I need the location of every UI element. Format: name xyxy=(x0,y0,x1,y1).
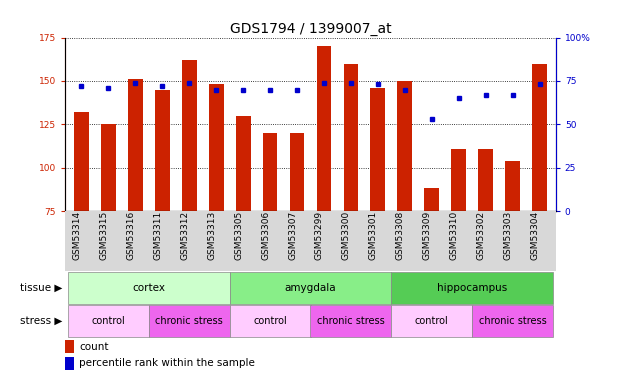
Text: tissue ▶: tissue ▶ xyxy=(20,283,62,293)
Bar xyxy=(149,305,230,337)
Bar xyxy=(289,133,304,211)
Text: stress ▶: stress ▶ xyxy=(20,316,62,326)
Text: GSM53316: GSM53316 xyxy=(126,211,135,260)
Bar xyxy=(101,124,116,211)
Bar xyxy=(391,305,472,337)
Bar xyxy=(128,79,143,211)
Bar xyxy=(236,116,250,211)
Bar xyxy=(182,60,197,211)
Bar xyxy=(230,305,310,337)
Bar xyxy=(317,46,332,211)
Text: GSM53304: GSM53304 xyxy=(530,211,540,260)
Bar xyxy=(209,84,224,211)
Text: GSM53312: GSM53312 xyxy=(180,211,189,260)
Bar xyxy=(532,63,547,211)
Bar xyxy=(263,133,278,211)
Bar xyxy=(371,88,385,211)
Text: count: count xyxy=(79,342,109,351)
Bar xyxy=(478,148,493,211)
Text: GSM53300: GSM53300 xyxy=(342,211,351,260)
Bar xyxy=(397,81,412,211)
Bar xyxy=(391,272,553,304)
Bar xyxy=(310,305,391,337)
Bar xyxy=(155,90,170,211)
Text: GSM53299: GSM53299 xyxy=(315,211,324,260)
Bar xyxy=(65,340,74,353)
Text: chronic stress: chronic stress xyxy=(317,316,385,326)
Text: control: control xyxy=(415,316,449,326)
Text: GSM53307: GSM53307 xyxy=(288,211,297,260)
Bar xyxy=(68,305,149,337)
Text: percentile rank within the sample: percentile rank within the sample xyxy=(79,358,255,368)
Text: GSM53313: GSM53313 xyxy=(207,211,216,260)
Bar xyxy=(230,272,391,304)
Text: GSM53309: GSM53309 xyxy=(423,211,432,260)
Text: control: control xyxy=(91,316,125,326)
Text: GSM53302: GSM53302 xyxy=(477,211,486,260)
Text: GSM53306: GSM53306 xyxy=(261,211,270,260)
Bar xyxy=(451,148,466,211)
Bar xyxy=(505,161,520,211)
Text: GDS1794 / 1399007_at: GDS1794 / 1399007_at xyxy=(230,22,391,36)
Text: chronic stress: chronic stress xyxy=(155,316,223,326)
Text: hippocampus: hippocampus xyxy=(437,283,507,293)
Text: cortex: cortex xyxy=(132,283,165,293)
Bar xyxy=(74,112,89,211)
Text: GSM53310: GSM53310 xyxy=(450,211,459,260)
Bar xyxy=(424,189,439,211)
Bar xyxy=(472,305,553,337)
Text: GSM53311: GSM53311 xyxy=(153,211,162,260)
Text: control: control xyxy=(253,316,287,326)
Text: GSM53315: GSM53315 xyxy=(99,211,108,260)
Text: GSM53308: GSM53308 xyxy=(396,211,405,260)
Text: amygdala: amygdala xyxy=(284,283,337,293)
Text: GSM53301: GSM53301 xyxy=(369,211,378,260)
Text: GSM53314: GSM53314 xyxy=(73,211,81,260)
Bar xyxy=(65,211,556,271)
Text: chronic stress: chronic stress xyxy=(479,316,546,326)
Text: GSM53303: GSM53303 xyxy=(504,211,513,260)
Bar xyxy=(343,63,358,211)
Text: GSM53305: GSM53305 xyxy=(234,211,243,260)
Bar xyxy=(68,272,230,304)
Bar xyxy=(65,357,74,370)
